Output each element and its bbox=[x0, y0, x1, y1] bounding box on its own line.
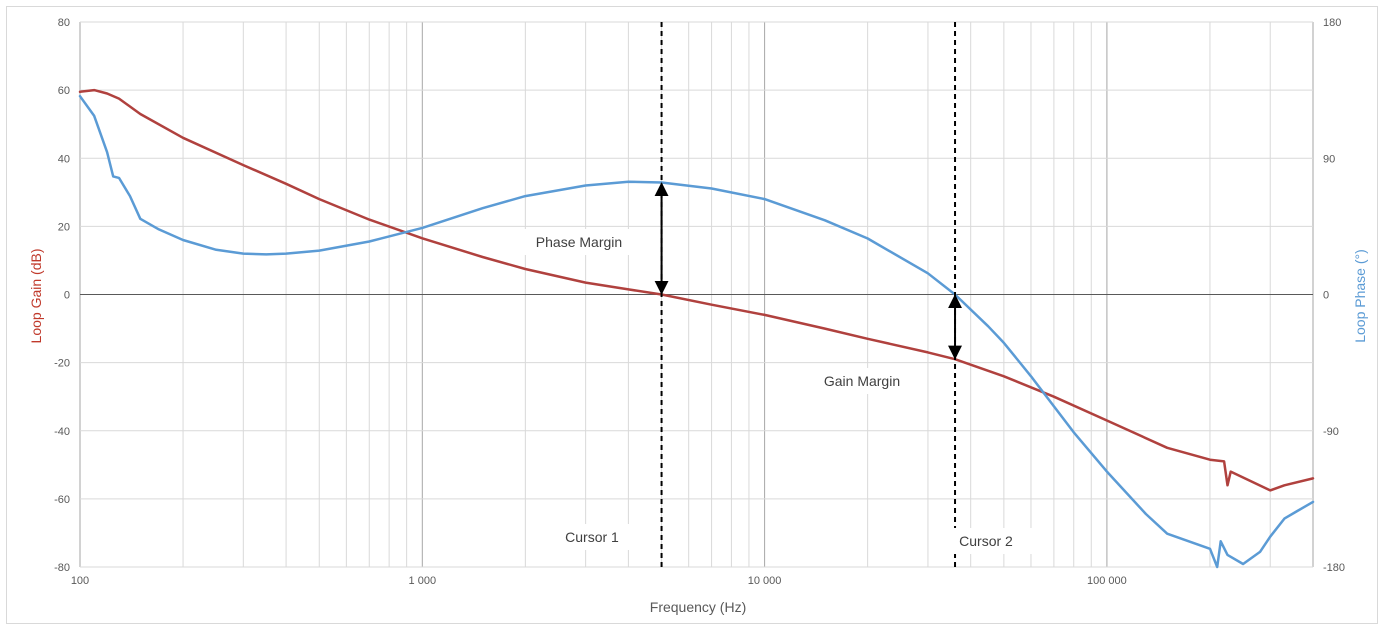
x-axis-title: Frequency (Hz) bbox=[650, 599, 746, 615]
major-gridlines bbox=[79, 21, 1314, 568]
cursor2-label: Cursor 2 bbox=[959, 533, 1013, 549]
left-tick-label: 20 bbox=[58, 221, 70, 233]
left-axis-title: Loop Gain (dB) bbox=[28, 249, 44, 344]
left-tick-label: -80 bbox=[54, 562, 70, 574]
left-tick-label: -20 bbox=[54, 358, 70, 370]
left-tick-label: 40 bbox=[58, 153, 70, 165]
cursor2-label-bg bbox=[937, 528, 1035, 554]
x-axis-ticks: 100 1 000 10 000 100 000 bbox=[71, 575, 1127, 587]
loop-phase-line bbox=[78, 94, 1315, 569]
phase-margin-label-bg bbox=[521, 229, 637, 255]
left-tick-label: -40 bbox=[54, 426, 70, 438]
loop-gain-line bbox=[78, 88, 1315, 492]
left-axis-ticks: 80 60 40 20 0 -20 -40 -60 -80 bbox=[54, 17, 70, 574]
x-tick-label: 100 000 bbox=[1087, 575, 1127, 587]
right-tick-label: -90 bbox=[1323, 426, 1339, 438]
gain-margin-label-bg bbox=[809, 368, 915, 394]
cursor1-label-bg bbox=[551, 524, 633, 550]
left-tick-label: -60 bbox=[54, 494, 70, 506]
right-tick-label: -180 bbox=[1323, 562, 1345, 574]
series-layer bbox=[78, 88, 1315, 569]
right-tick-label: 180 bbox=[1323, 17, 1341, 29]
chart-frame bbox=[6, 6, 1378, 624]
phase-margin-label: Phase Margin bbox=[536, 234, 622, 250]
right-tick-label: 90 bbox=[1323, 153, 1335, 165]
gain-margin-label: Gain Margin bbox=[824, 373, 900, 389]
right-axis-title: Loop Phase (°) bbox=[1352, 249, 1368, 343]
right-axis-ticks: 180 90 0 -90 -180 bbox=[1323, 17, 1345, 574]
x-tick-label: 10 000 bbox=[748, 575, 782, 587]
right-tick-label: 0 bbox=[1323, 290, 1329, 302]
left-tick-label: 60 bbox=[58, 85, 70, 97]
cursor-layer bbox=[654, 22, 963, 567]
left-tick-label: 80 bbox=[58, 17, 70, 29]
x-tick-label: 100 bbox=[71, 575, 89, 587]
left-tick-label: 0 bbox=[64, 290, 70, 302]
cursor1-label: Cursor 1 bbox=[565, 529, 619, 545]
x-tick-label: 1 000 bbox=[409, 575, 437, 587]
